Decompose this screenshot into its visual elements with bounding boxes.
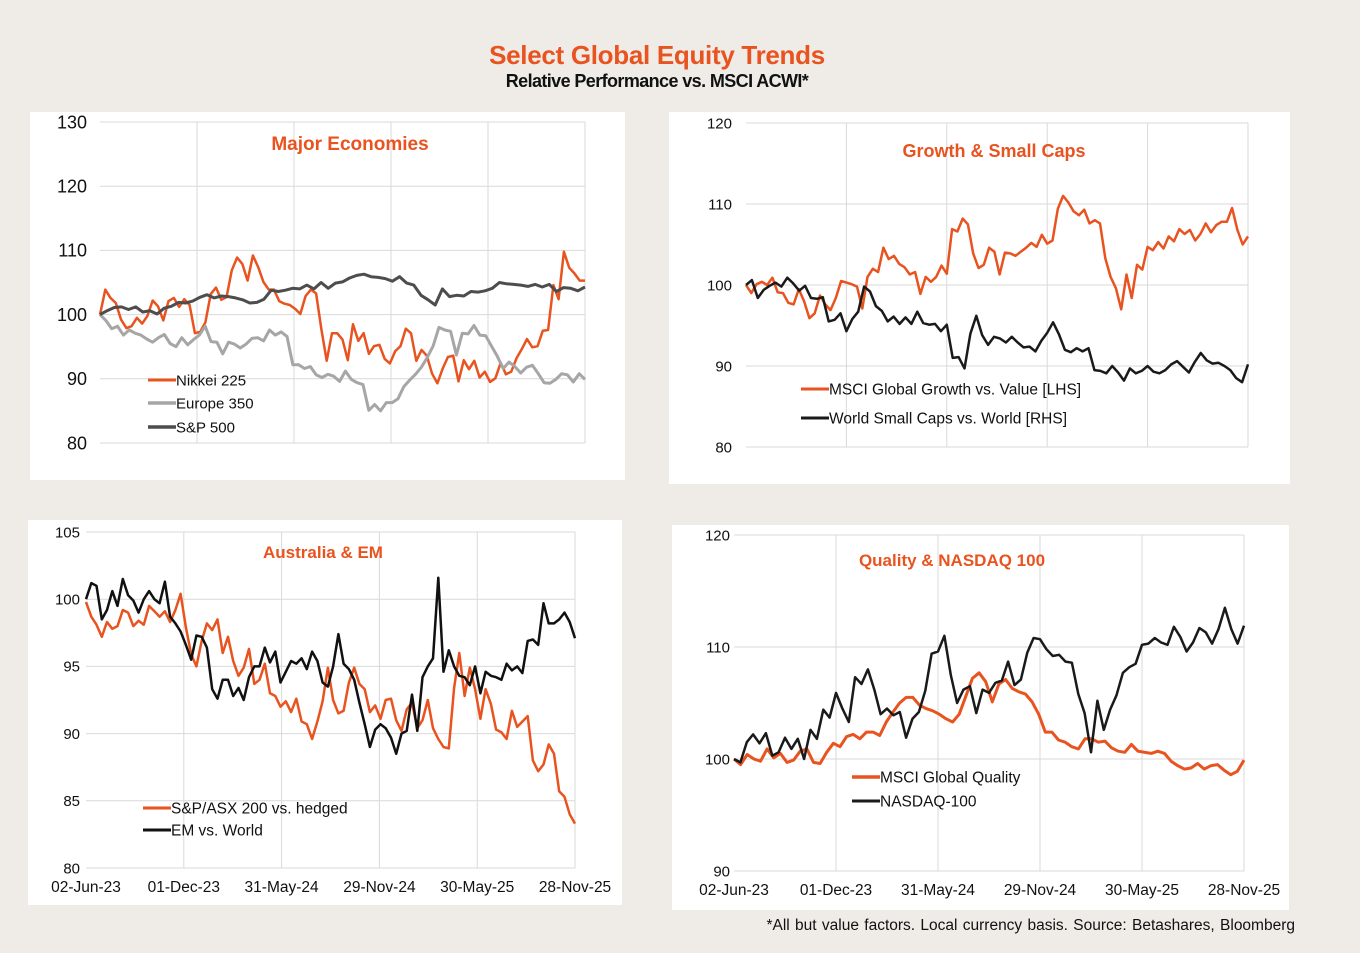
y-tick-label: 120 [705,527,730,544]
x-tick-label: 29-Nov-24 [343,879,416,896]
chart-title: Quality & NASDAQ 100 [859,551,1045,570]
y-tick-label: 90 [715,358,732,375]
x-tick-label: 31-May-24 [901,882,975,899]
panel-major-economies: 80 90 100 110 120 130 Major Economies Nikkei 22… [30,112,625,480]
y-tick-label: 100 [705,751,730,768]
main-title: Select Global Equity Trends [489,40,825,70]
y-tick-label: 90 [67,369,87,389]
series-line-msci-global-growth-vs-value-lhs- [744,194,1250,320]
series-line-world-small-caps-vs-world-rhs- [745,276,1250,384]
y-tick-label: 105 [55,524,80,541]
quality-nasdaq-chart: 90 100 110 120 02-Jun-23 01-Dec-23 31-May-24 29… [699,527,1280,899]
x-tick-label: 30-May-25 [1105,882,1179,899]
growth-small-caps-chart: 80 90 100 110 120 Growth & Small Caps MSCI Glo… [707,115,1250,456]
main-subtitle: Relative Performance vs. MSCI ACWI* [505,71,809,91]
y-tick-label: 80 [67,433,87,453]
panel-growth-small-caps: 80 90 100 110 120 Growth & Small Caps MSCI Glo… [669,112,1290,484]
x-tick-label: 29-Nov-24 [1004,882,1077,899]
legend-label: NASDAQ-100 [880,794,977,811]
australia-em-chart: 80 85 90 95 100 105 02-Jun-23 01-Dec-23 31-May-2… [51,524,611,896]
panel-quality-nasdaq: 90 100 110 120 02-Jun-23 01-Dec-23 31-May-24 29… [672,525,1289,910]
series-line-europe-350 [98,313,587,413]
y-tick-label: 90 [63,726,80,743]
panel-australia-em: 80 85 90 95 100 105 02-Jun-23 01-Dec-23 31-May-2… [28,520,622,905]
x-tick-label: 01-Dec-23 [800,882,872,899]
y-tick-label: 90 [713,863,730,880]
series-line-nasdaq-100 [733,606,1246,764]
legend-label: EM vs. World [171,823,263,840]
y-tick-label: 100 [707,277,732,294]
y-tick-label: 80 [63,860,80,877]
y-tick-label: 120 [57,177,87,197]
y-tick-label: 110 [58,241,87,261]
series-line-nikkei-225 [98,250,585,385]
y-tick-label: 120 [707,115,732,132]
y-tick-label: 100 [57,305,87,325]
x-tick-label: 28-Nov-25 [539,879,611,896]
chart-title: Australia & EM [263,543,383,562]
x-tick-label: 31-May-24 [245,879,319,896]
legend-label: MSCI Global Growth vs. Value [LHS] [829,382,1081,399]
x-tick-label: 30-May-25 [440,879,514,896]
footnote: *All but value factors. Local currency b… [766,917,1295,934]
legend-label: Europe 350 [176,395,254,412]
series-line-em-vs-world [84,576,577,756]
legend-label: World Small Caps vs. World [RHS] [829,411,1067,428]
y-tick-label: 80 [715,439,732,456]
series-line-s-p-asx-200-vs-hedged [84,592,577,825]
y-tick-label: 100 [55,591,80,608]
chart-title: Growth & Small Caps [902,141,1085,161]
y-tick-label: 95 [63,659,80,676]
y-tick-label: 85 [63,793,80,810]
major-economies-chart: 80 90 100 110 120 130 Major Economies Nikkei 22… [57,112,587,453]
chart-title: Major Economies [271,134,428,155]
legend-label: S&P/ASX 200 vs. hedged [171,801,348,818]
legend-label: Nikkei 225 [176,372,246,389]
y-tick-label: 110 [706,639,730,656]
x-tick-label: 01-Dec-23 [148,879,220,896]
x-tick-label: 02-Jun-23 [51,879,121,896]
x-tick-label: 02-Jun-23 [699,882,769,899]
y-tick-label: 130 [57,112,87,132]
series-line-s-p-500 [99,272,586,316]
x-tick-label: 28-Nov-25 [1208,882,1280,899]
y-tick-label: 110 [708,196,732,213]
legend-label: MSCI Global Quality [880,770,1021,787]
legend-label: S&P 500 [176,419,235,436]
